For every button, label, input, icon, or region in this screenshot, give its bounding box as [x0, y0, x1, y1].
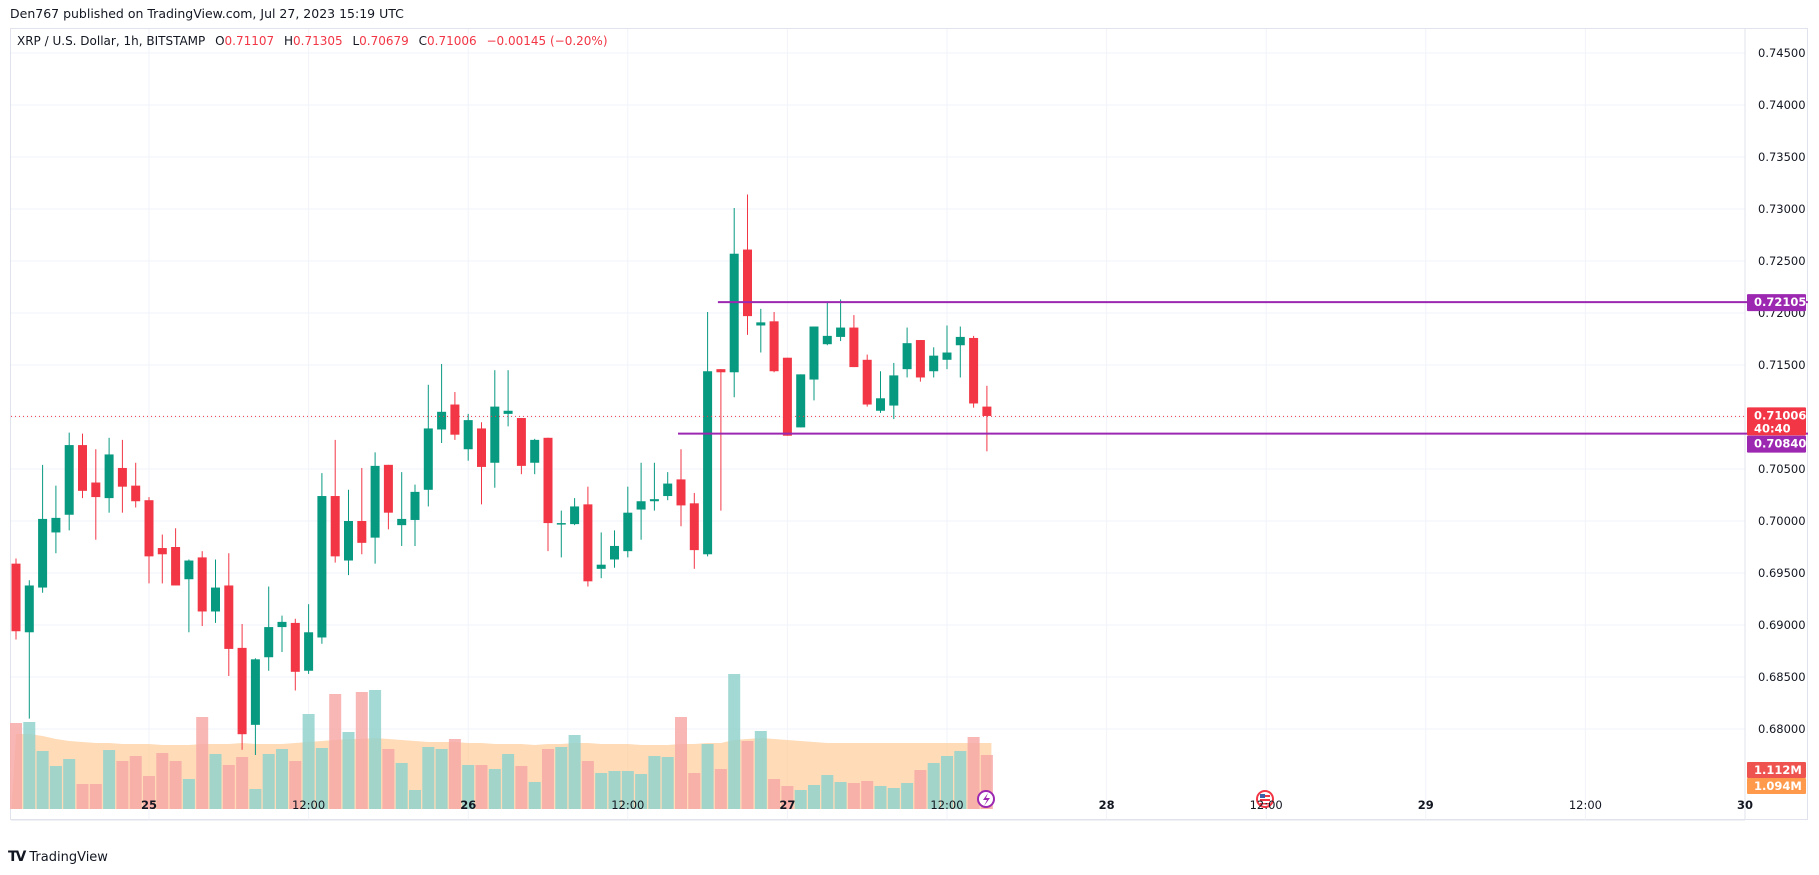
resistance-price-tag [1747, 294, 1806, 312]
lightning-event-icon[interactable] [977, 790, 995, 808]
svg-text:40:40: 40:40 [1754, 421, 1791, 435]
low-value: 0.70679 [359, 34, 409, 48]
svg-text:0.72500: 0.72500 [1758, 254, 1806, 268]
close-label: C [418, 34, 428, 48]
svg-text:0.69000: 0.69000 [1758, 618, 1806, 632]
low-label: L [352, 34, 360, 48]
svg-text:27: 27 [779, 798, 795, 812]
svg-text:29: 29 [1418, 798, 1434, 812]
time-axis[interactable]: 25 12:00 26 12:00 27 12:00 28 12:00 29 12:00 30 [141, 798, 1753, 812]
volume-ma-tag [1747, 778, 1806, 794]
close-value: 0.71006 [427, 34, 477, 48]
symbol-legend: XRP / U.S. Dollar, 1h, BITSTAMP O0.71107… [17, 34, 608, 48]
svg-text:1.094M: 1.094M [1754, 779, 1802, 793]
change-value: −0.00145 (−0.20%) [486, 34, 608, 48]
svg-text:0.70000: 0.70000 [1758, 514, 1806, 528]
svg-text:0.74500: 0.74500 [1758, 46, 1806, 60]
svg-text:0.68500: 0.68500 [1758, 670, 1806, 684]
us-flag-event-icon[interactable] [1256, 790, 1274, 808]
high-label: H [284, 34, 294, 48]
svg-text:28: 28 [1099, 798, 1115, 812]
svg-text:12:00: 12:00 [1569, 798, 1602, 812]
high-value: 0.71305 [293, 34, 343, 48]
svg-text:0.71006: 0.71006 [1754, 408, 1806, 422]
svg-text:12:00: 12:00 [292, 798, 325, 812]
svg-text:0.68000: 0.68000 [1758, 722, 1806, 736]
svg-text:30: 30 [1737, 798, 1753, 812]
svg-text:0.74000: 0.74000 [1758, 98, 1806, 112]
svg-text:12:00: 12:00 [1250, 798, 1283, 812]
tradingview-brand: TradingView [29, 849, 108, 865]
volume-tag [1747, 762, 1806, 778]
last-price-tag [1747, 407, 1806, 436]
tradingview-footer[interactable]: TV TradingView [8, 849, 108, 865]
svg-text:25: 25 [141, 798, 157, 812]
open-value: 0.71107 [224, 34, 275, 48]
svg-text:12:00: 12:00 [930, 798, 963, 812]
published-by: Den767 published on TradingView.com, Jul… [10, 6, 404, 21]
svg-text:0.70500: 0.70500 [1758, 462, 1806, 476]
event-markers[interactable] [977, 790, 1274, 808]
tradingview-logo-icon: TV [8, 849, 26, 865]
horizontal-levels[interactable] [11, 301, 1808, 435]
svg-text:0.70840: 0.70840 [1754, 437, 1806, 451]
grid-lines [11, 29, 1746, 821]
svg-text:26: 26 [460, 798, 476, 812]
support-price-tag [1747, 435, 1806, 453]
price-axis[interactable]: 0.745000.740000.735000.730000.725000.720… [1758, 46, 1806, 736]
svg-text:0.71500: 0.71500 [1758, 358, 1806, 372]
volume-bars [10, 674, 993, 809]
svg-text:1.112M: 1.112M [1754, 763, 1802, 777]
candles [11, 194, 992, 755]
svg-text:12:00: 12:00 [611, 798, 644, 812]
svg-text:0.72105: 0.72105 [1754, 295, 1806, 309]
svg-text:0.73500: 0.73500 [1758, 150, 1806, 164]
svg-text:0.73000: 0.73000 [1758, 202, 1806, 216]
symbol-title[interactable]: XRP / U.S. Dollar, 1h, BITSTAMP [17, 34, 206, 48]
open-label: O [215, 34, 225, 48]
svg-text:0.69500: 0.69500 [1758, 566, 1806, 580]
